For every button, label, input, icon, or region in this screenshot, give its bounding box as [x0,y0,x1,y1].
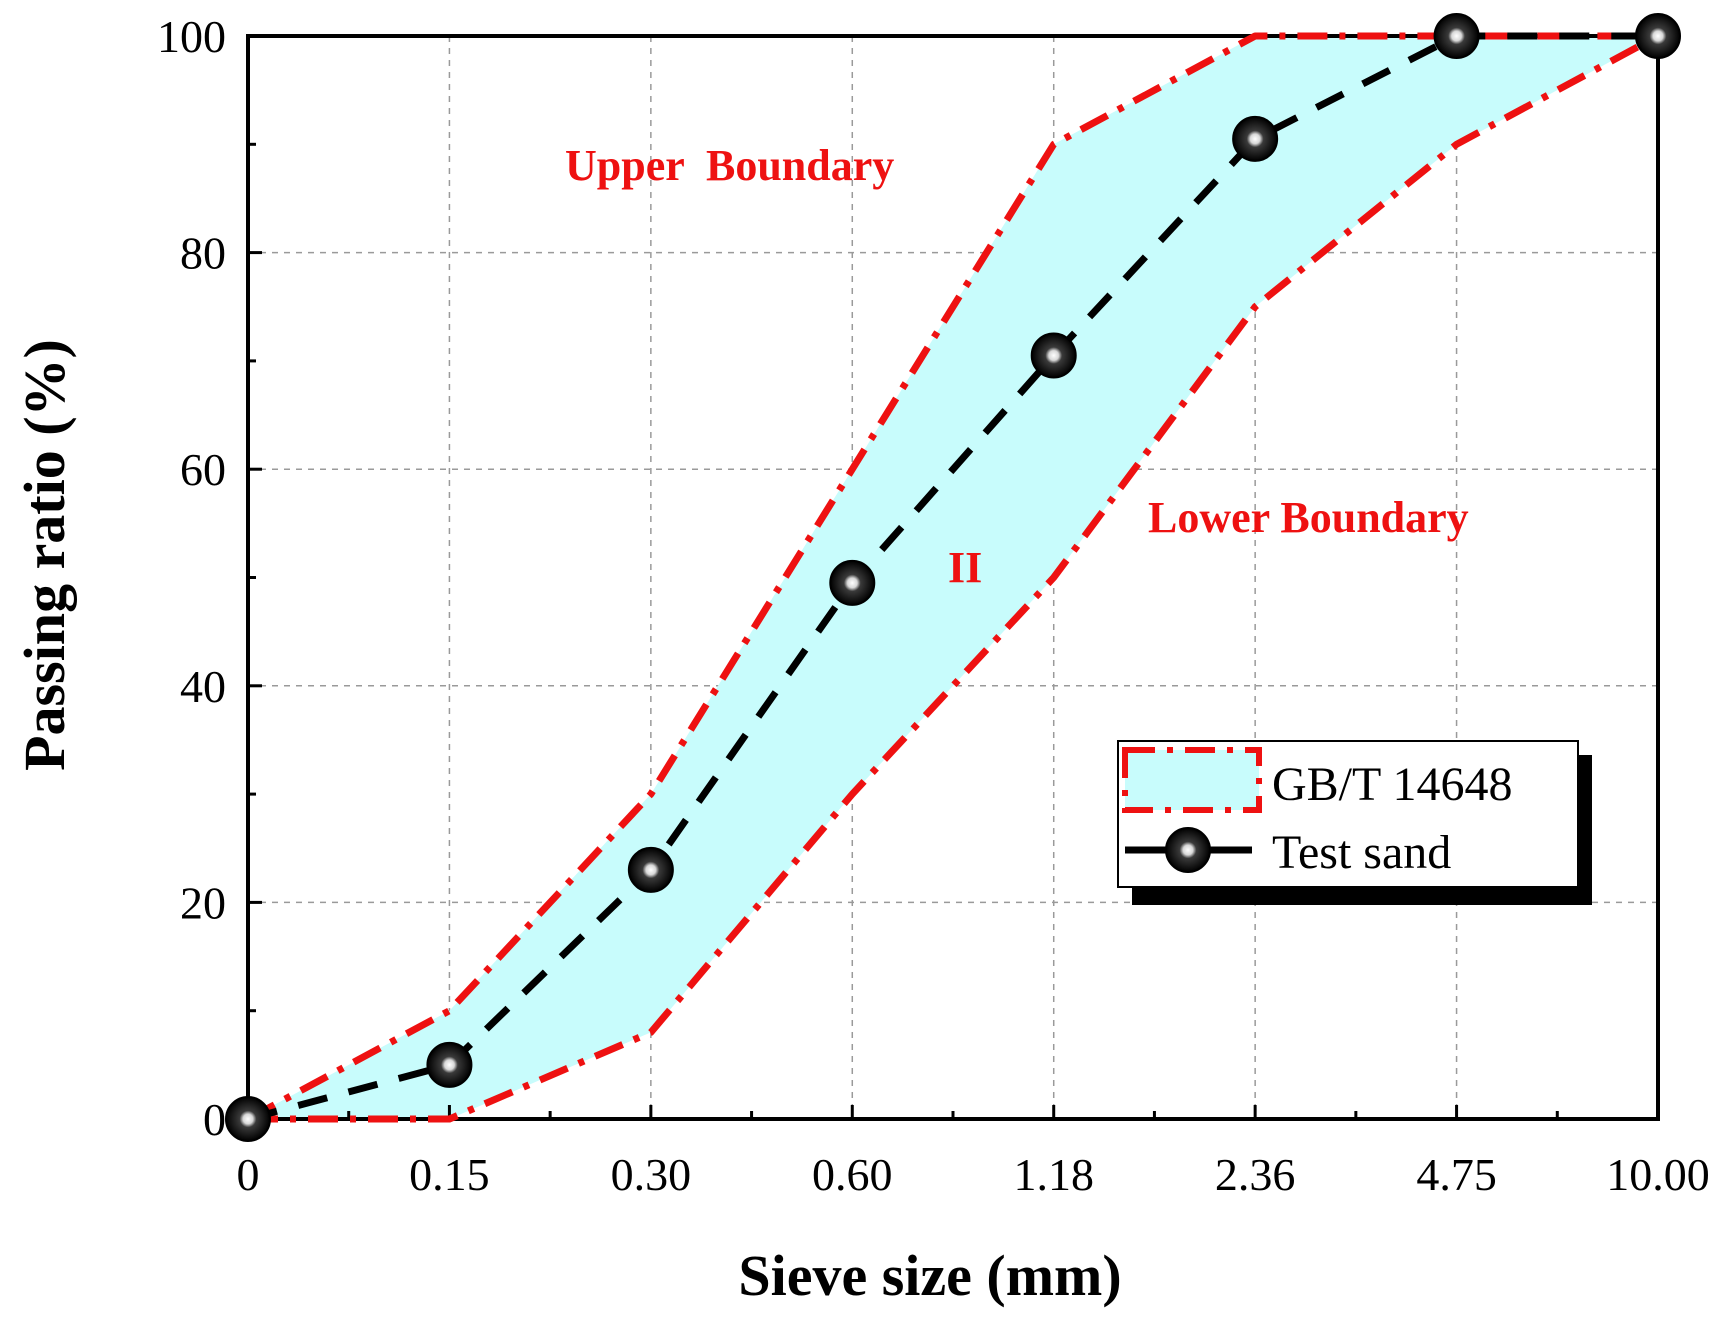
x-tick-labels: 0 0.15 0.30 0.60 1.18 2.36 4.75 10.00 [237,1149,1710,1200]
legend-test-marker [1165,827,1211,873]
x-tick-label: 0.30 [611,1149,692,1200]
test-sand-line [247,32,1658,1123]
legend-band-swatch [1122,747,1262,813]
legend: GB/T 14648 Test sand [1117,740,1592,905]
y-tick-label: 100 [157,11,226,62]
y-tick-label: 60 [180,444,226,495]
gb-band-fill [248,36,1658,1119]
upper-boundary-line [246,32,1658,1123]
x-tick-label: 4.75 [1416,1149,1497,1200]
x-tick-label: 1.18 [1013,1149,1094,1200]
x-tick-label: 2.36 [1215,1149,1296,1200]
upper-boundary-label: Upper Boundary [565,141,894,190]
legend-test-label: Test sand [1272,826,1451,879]
x-tick-label: 10.00 [1606,1149,1710,1200]
test-sand-point [829,559,876,606]
zone-label: II [948,543,982,592]
test-sand-point [1030,332,1077,379]
test-sand-point [426,1041,473,1088]
test-sand-point [627,846,674,893]
test-sand-point [1433,13,1480,59]
legend-band-label: GB/T 14648 [1272,758,1512,811]
x-axis-title: Sieve size (mm) [738,1243,1121,1308]
y-tick-label: 20 [180,877,226,928]
lower-boundary-line [248,32,1660,1123]
x-tick-label: 0 [237,1149,260,1200]
x-tick-label: 0.15 [409,1149,490,1200]
y-tick-label: 40 [180,661,226,712]
test-sand-markers [225,13,1681,1142]
x-tick-label: 0.60 [812,1149,893,1200]
test-sand-point [1635,13,1681,59]
lower-boundary-label: Lower Boundary [1148,493,1469,542]
test-sand-point [1232,115,1279,162]
y-axis-title: Passing ratio (%) [12,339,77,771]
test-sand-point [225,1096,271,1142]
y-tick-label: 80 [180,228,226,279]
ticks [246,34,1660,1121]
y-tick-labels: 0 20 40 60 80 100 [157,11,226,1145]
y-tick-label: 0 [203,1094,226,1145]
